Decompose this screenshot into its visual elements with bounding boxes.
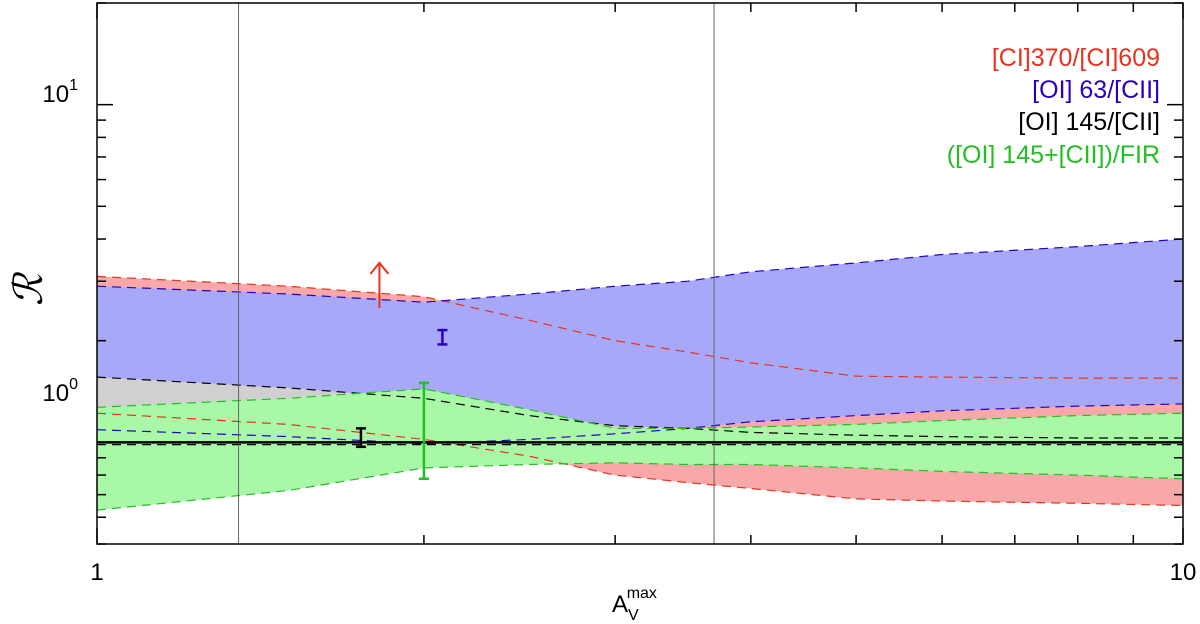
legend-item-fir: ([OI] 145+[CII])/FIR [947,141,1160,169]
x-axis-label: AVmax [612,585,657,624]
y-tick-label-1: 101 [42,77,78,108]
ticks-layer [96,2,1184,545]
markers-layer [355,261,448,481]
x-tick-label-0: 1 [90,559,103,586]
legend-item-oi63: [OI] 63/[CII] [1032,76,1160,104]
y-axis-label: ℛ [6,271,52,306]
legend: [CI]370/[CI]609 [OI] 63/[CII] [OI] 145/[… [947,44,1160,169]
band-fir [97,388,1183,511]
x-tick-labels: 1 10 [90,559,1196,586]
band-edge-oi63-upper [96,238,1184,303]
legend-item-oi145: [OI] 145/[CII] [1018,108,1160,136]
legend-item-ci: [CI]370/[CI]609 [992,44,1160,72]
band-edges-layer [96,238,1184,511]
limit-arrow-ci-head [369,261,390,275]
error-bar-oi63 [437,328,448,346]
band-edge-fir-lower [96,462,1184,511]
x-tick-label-1: 10 [1170,559,1197,586]
y-tick-labels: 101 100 [42,77,78,407]
reference-lines-layer [97,3,1183,544]
plot-frame [96,2,1184,545]
error-bar-oi145 [355,427,366,449]
y-tick-label-0: 100 [42,376,78,407]
error-bar-fir [418,381,429,481]
band-edge-oi145-upper [96,376,1183,439]
limit-arrow-ci [369,261,390,308]
bands-layer [97,239,1183,511]
